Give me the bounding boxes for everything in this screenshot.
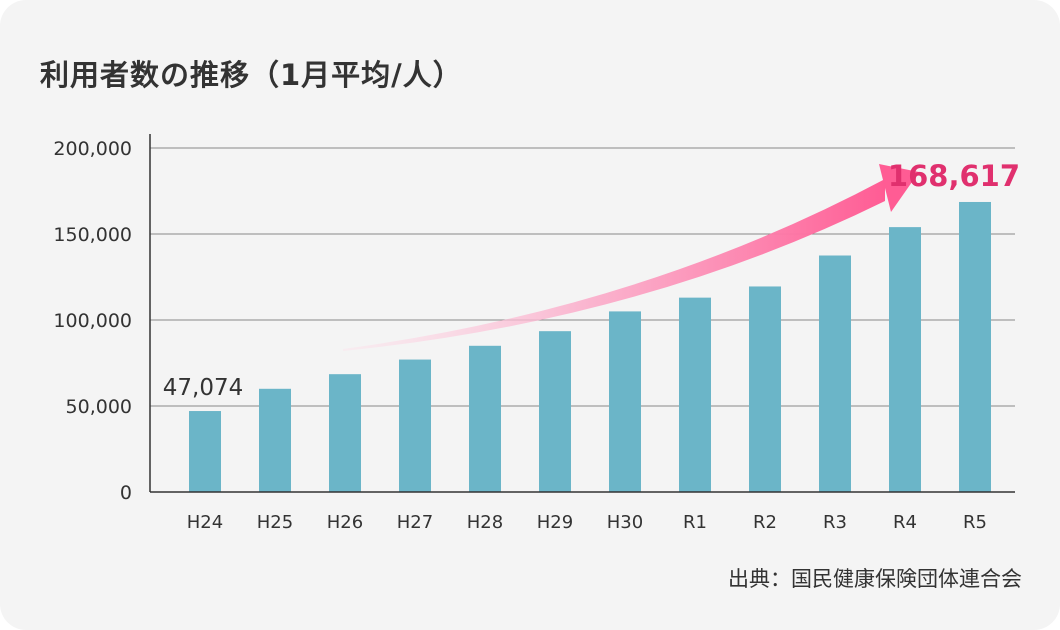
x-tick-label-H28: H28 <box>467 512 503 533</box>
bar-H26 <box>329 374 361 492</box>
x-tick-label-R3: R3 <box>823 512 847 533</box>
x-tick-label-R5: R5 <box>963 512 987 533</box>
x-tick-label-H30: H30 <box>607 512 643 533</box>
axes <box>149 134 1015 493</box>
bar-H25 <box>259 388 291 492</box>
bar-H29 <box>539 331 571 492</box>
y-tick-label-100000: 100,000 <box>53 310 132 332</box>
x-tick-label-H26: H26 <box>327 512 363 533</box>
annotation-H24: 47,074 <box>163 375 243 401</box>
y-tick-label-200000: 200,000 <box>53 138 132 160</box>
bar-R3 <box>819 255 851 492</box>
bar-H30 <box>609 311 641 492</box>
gridlines <box>150 147 1015 407</box>
y-tick-label-50000: 50,000 <box>66 396 132 418</box>
x-tick-label-R4: R4 <box>893 512 917 533</box>
y-tick-label-150000: 150,000 <box>53 224 132 246</box>
labels: 0 50,000 100,000 150,000 200,000 H24 H25 H26 H27… <box>53 138 1020 533</box>
trend-arrow-head <box>879 164 919 212</box>
bar-H27 <box>399 359 431 492</box>
x-tick-label-H27: H27 <box>397 512 433 533</box>
x-tick-label-H29: H29 <box>537 512 573 533</box>
chart-title: 利用者数の推移（1月平均/人） <box>40 58 463 92</box>
x-tick-label-H24: H24 <box>187 512 223 533</box>
x-tick-label-R1: R1 <box>683 512 707 533</box>
bar-R2 <box>749 286 781 492</box>
x-tick-label-H25: H25 <box>257 512 293 533</box>
trend-arrow <box>343 164 919 351</box>
bar-R1 <box>679 297 711 492</box>
bar-H28 <box>469 345 501 492</box>
bar-R4 <box>889 227 921 492</box>
annotation-R5: 168,617 <box>888 159 1020 193</box>
source-note: 出典：国民健康保険団体連合会 <box>728 567 1022 591</box>
bar-R5 <box>959 201 991 492</box>
bars <box>189 201 991 492</box>
x-tick-label-R2: R2 <box>753 512 777 533</box>
bar-H24 <box>189 411 221 492</box>
y-tick-label-0: 0 <box>120 482 132 504</box>
